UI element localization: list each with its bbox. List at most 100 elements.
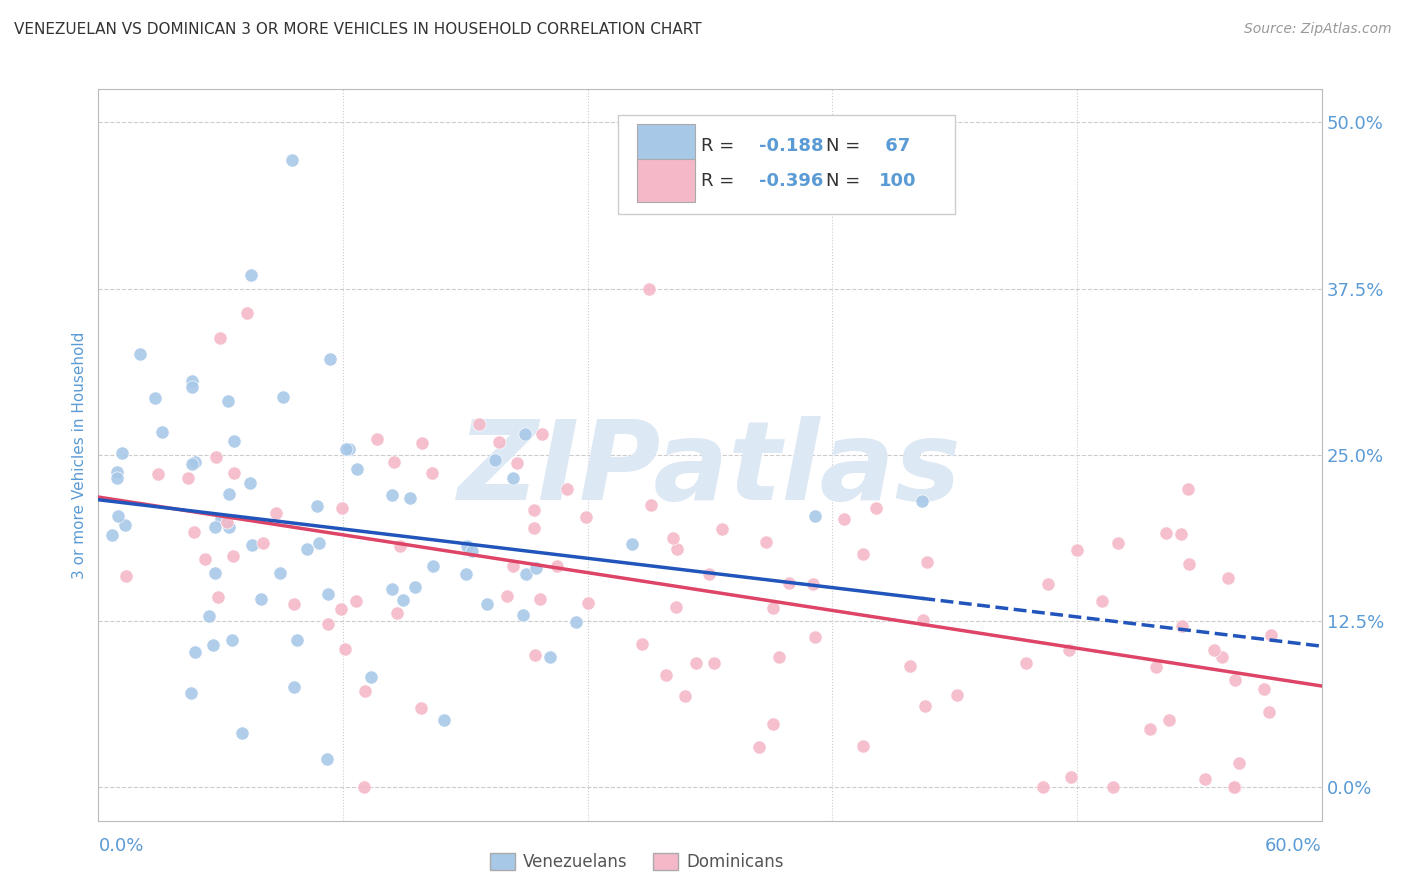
- Point: [710, 522, 733, 536]
- Point: [1144, 660, 1167, 674]
- Point: [852, 547, 875, 561]
- Point: [387, 606, 409, 620]
- Point: [803, 630, 825, 644]
- Point: [1060, 770, 1083, 784]
- Point: [208, 331, 231, 345]
- Point: [1091, 594, 1114, 608]
- Point: [685, 656, 707, 670]
- Point: [1157, 713, 1180, 727]
- FancyBboxPatch shape: [637, 124, 696, 167]
- Text: -0.188: -0.188: [759, 136, 824, 154]
- Point: [1177, 482, 1199, 496]
- Point: [180, 686, 202, 700]
- Point: [107, 508, 129, 523]
- Point: [283, 598, 305, 612]
- Point: [748, 740, 770, 755]
- Text: N =: N =: [827, 136, 866, 154]
- Point: [211, 512, 233, 526]
- Point: [281, 153, 304, 167]
- Point: [333, 642, 356, 657]
- Point: [180, 457, 202, 471]
- Point: [502, 471, 524, 485]
- Point: [218, 487, 240, 501]
- Text: 60.0%: 60.0%: [1265, 837, 1322, 855]
- FancyBboxPatch shape: [637, 160, 696, 202]
- Point: [1253, 681, 1275, 696]
- Text: 67: 67: [879, 136, 910, 154]
- Point: [496, 589, 519, 603]
- Point: [308, 535, 330, 549]
- Point: [630, 637, 652, 651]
- Legend: Venezuelans, Dominicans: Venezuelans, Dominicans: [484, 847, 790, 878]
- Point: [111, 446, 134, 460]
- Point: [538, 649, 561, 664]
- Point: [1170, 526, 1192, 541]
- Point: [252, 535, 274, 549]
- Point: [945, 688, 967, 702]
- Point: [330, 602, 353, 616]
- Point: [353, 780, 375, 795]
- Point: [305, 499, 328, 513]
- Point: [224, 434, 246, 448]
- Point: [564, 615, 586, 629]
- Point: [285, 632, 308, 647]
- Point: [515, 567, 537, 582]
- Point: [204, 450, 226, 464]
- Point: [316, 617, 339, 632]
- Point: [1223, 780, 1246, 794]
- Point: [269, 566, 291, 580]
- Point: [488, 434, 510, 449]
- Point: [381, 488, 404, 502]
- Point: [184, 645, 207, 659]
- Point: [1211, 650, 1233, 665]
- Point: [183, 524, 205, 539]
- Point: [865, 500, 887, 515]
- Point: [129, 347, 152, 361]
- Point: [181, 380, 204, 394]
- Point: [335, 442, 357, 456]
- Point: [231, 725, 253, 739]
- Point: [531, 427, 554, 442]
- Point: [1223, 673, 1246, 688]
- Point: [1154, 525, 1177, 540]
- Point: [454, 566, 477, 581]
- Point: [1170, 619, 1192, 633]
- Point: [768, 649, 790, 664]
- Point: [218, 520, 240, 534]
- Point: [389, 539, 412, 553]
- Point: [673, 689, 696, 703]
- Point: [316, 752, 339, 766]
- Point: [468, 417, 491, 432]
- Point: [576, 596, 599, 610]
- Text: R =: R =: [702, 171, 741, 190]
- Point: [422, 558, 444, 573]
- Point: [146, 467, 169, 482]
- FancyBboxPatch shape: [619, 115, 955, 213]
- Point: [1066, 543, 1088, 558]
- Point: [524, 648, 547, 662]
- Point: [546, 559, 568, 574]
- Text: Source: ZipAtlas.com: Source: ZipAtlas.com: [1244, 22, 1392, 37]
- Point: [346, 461, 368, 475]
- Point: [204, 566, 226, 581]
- Point: [404, 580, 426, 594]
- Text: ZIPatlas: ZIPatlas: [458, 416, 962, 523]
- Point: [204, 520, 226, 534]
- Point: [217, 515, 239, 529]
- Point: [575, 509, 598, 524]
- Point: [283, 680, 305, 694]
- Point: [456, 539, 478, 553]
- Y-axis label: 3 or more Vehicles in Household: 3 or more Vehicles in Household: [72, 331, 87, 579]
- Point: [271, 390, 294, 404]
- Point: [411, 436, 433, 450]
- Point: [381, 582, 404, 596]
- Point: [1036, 577, 1059, 591]
- Point: [1260, 628, 1282, 642]
- Point: [1223, 780, 1246, 795]
- Point: [239, 475, 262, 490]
- Point: [1194, 772, 1216, 786]
- Point: [911, 494, 934, 508]
- Point: [640, 498, 662, 512]
- Point: [513, 426, 536, 441]
- Point: [620, 537, 643, 551]
